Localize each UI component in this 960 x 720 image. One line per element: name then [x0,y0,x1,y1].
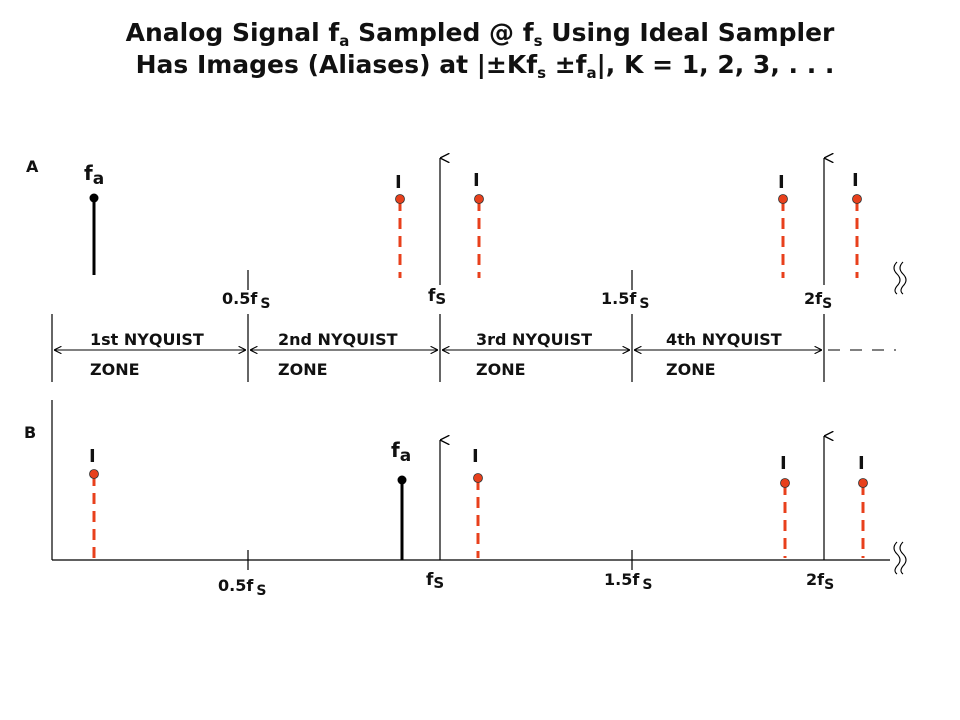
svg-text:ZONE: ZONE [90,360,140,379]
svg-text:I: I [473,170,480,191]
panel-b-label: B [24,423,36,442]
panel-b-tick-label: 1.5f S [604,570,652,593]
nyquist-zone-1: 1st NYQUIST ZONE [90,330,204,379]
svg-text:1st NYQUIST: 1st NYQUIST [90,330,204,349]
panel-b-tick-label: 2fS [806,570,834,593]
squiggle-icon [893,261,907,295]
svg-text:I: I [852,170,859,191]
panel-b-image-2: I [472,446,483,558]
svg-text:I: I [89,446,96,467]
panel-a-image-1: I [395,172,405,278]
panel-a-axis [247,158,824,290]
title-line-2: Has Images (Aliases) at |±Kfs ±fa|, K = … [135,50,835,82]
svg-text:3rd NYQUIST: 3rd NYQUIST [476,330,592,349]
panel-b-image-4: I [858,453,868,558]
panel-b-signal: fa [391,438,411,560]
svg-text:I: I [780,453,787,474]
panel-b-image-1: I [89,446,99,558]
panel-b-axis [51,400,890,570]
svg-text:I: I [858,453,865,474]
panel-b-signal-label: fa [391,438,411,466]
panel-a-signal-label: fa [84,161,104,189]
panel-a-tick-label: 0.5f S [222,289,270,312]
panel-a-tick-label: 2fS [804,289,832,312]
svg-text:2nd NYQUIST: 2nd NYQUIST [278,330,398,349]
svg-text:I: I [778,172,785,193]
panel-b-tick-label: 0.5f S [218,576,266,599]
nyquist-zone-3: 3rd NYQUIST ZONE [476,330,592,379]
panel-a-tick-label: 1.5f S [601,289,649,312]
svg-text:4th NYQUIST: 4th NYQUIST [666,330,782,349]
svg-text:ZONE: ZONE [278,360,328,379]
panel-a-image-2: I [473,170,484,278]
panel-b-tick-label: fS [426,570,444,592]
svg-text:I: I [472,446,479,467]
svg-text:I: I [395,172,402,193]
panel-a-image-3: I [778,172,788,278]
panel-a-image-4: I [852,170,862,278]
nyquist-zone-4: 4th NYQUIST ZONE [666,330,782,379]
svg-text:ZONE: ZONE [666,360,716,379]
panel-b-image-3: I [780,453,790,558]
nyquist-zone-2: 2nd NYQUIST ZONE [278,330,398,379]
panel-a-tick-label: fS [428,286,446,308]
title-line-1: Analog Signal fa Sampled @ fs Using Idea… [125,18,835,50]
svg-text:ZONE: ZONE [476,360,526,379]
squiggle-icon [893,541,907,575]
nyquist-zone-boundaries [51,314,825,382]
panel-a-signal: fa [84,161,104,275]
panel-a-label: A [26,157,39,176]
